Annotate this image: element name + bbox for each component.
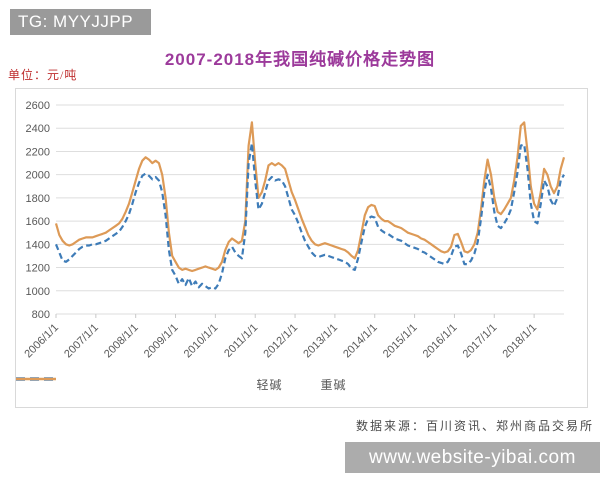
y-axis-tick-label: 1800 [26,193,50,205]
x-axis-tick-label: 2014/1/1 [341,322,380,361]
x-axis-tick-label: 2017/1/1 [461,322,500,361]
legend-label-light-soda: 轻碱 [256,378,283,392]
y-axis-tick-label: 2600 [26,100,50,112]
y-axis-tick-label: 2000 [26,170,50,182]
x-axis-tick-label: 2013/1/1 [301,322,340,361]
legend-item-light-soda: 轻碱 [16,376,283,393]
x-axis-tick-label: 2006/1/1 [22,322,61,361]
legend-solid-line-icon [16,377,56,381]
x-axis-tick-label: 2012/1/1 [261,322,300,361]
chart-legend: 轻碱 重碱 [16,376,587,393]
y-axis-tick-label: 1200 [26,263,50,275]
data-source-note: 数据来源：百川资讯、郑州商品交易所 [355,419,594,433]
y-axis-tick-label: 1000 [26,286,50,298]
x-axis-tick-label: 2007/1/1 [62,322,101,361]
price-trend-chart: 800 1000 1200 1400 1600 1800 2000 2200 2400 2600 2… [22,100,566,361]
x-axis-tick-label: 2011/1/1 [222,322,260,360]
chart-container: 800 1000 1200 1400 1600 1800 2000 2200 2400 2600 2… [15,88,588,408]
chart-title: 2007-2018年我国纯碱价格走势图 [164,50,436,69]
x-axis-tick-label: 2009/1/1 [142,322,181,361]
y-axis-tick-label: 1400 [26,239,50,251]
watermark-bar: www.website-yibai.com [345,442,600,473]
series-line-light-soda [54,142,565,290]
x-axis-tick-label: 2008/1/1 [102,322,141,361]
legend-item-heavy-soda: 重碱 [16,376,347,393]
y-axis-tick-label: 2400 [26,123,50,135]
tg-badge: TG: MYYJJPP [10,9,151,35]
legend-label-heavy-soda: 重碱 [320,378,347,392]
x-axis-tick-label: 2010/1/1 [182,322,221,361]
x-axis-tick-label: 2016/1/1 [421,322,460,361]
y-axis-tick-label: 800 [32,309,50,321]
unit-label: 单位：元/吨 [8,68,78,82]
x-axis-tick-label: 2018/1/1 [500,322,539,361]
y-axis-tick-label: 2200 [26,146,50,158]
series-line-heavy-soda [54,121,566,273]
y-axis-tick-label: 1600 [26,216,50,228]
x-axis-tick-label: 2015/1/1 [381,322,420,361]
